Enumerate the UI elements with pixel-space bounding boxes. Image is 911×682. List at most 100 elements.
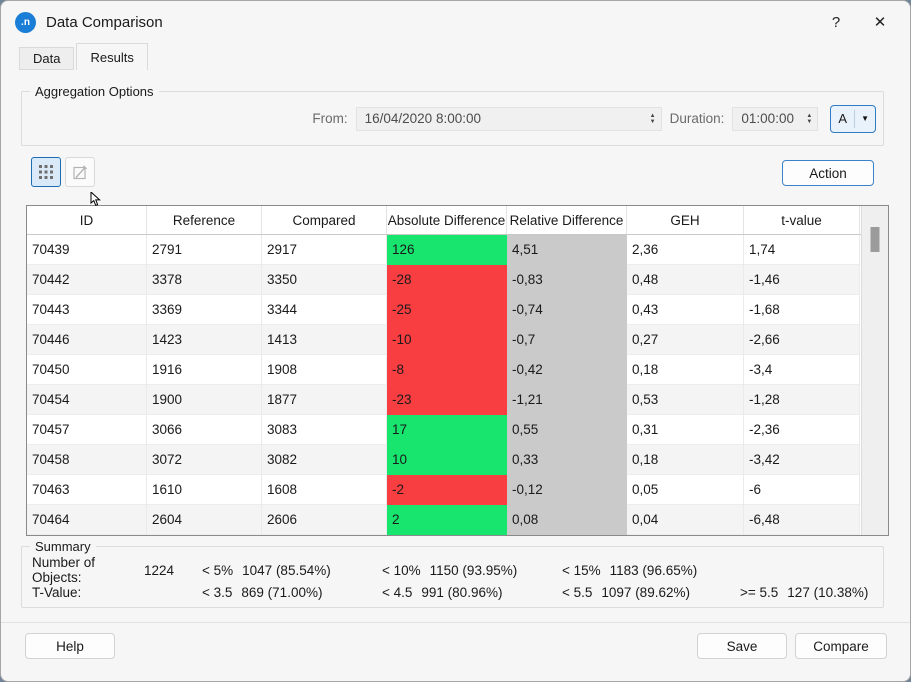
table-row[interactable]: 70443 3369 3344 -25 -0,74 0,43 -1,68 <box>27 295 888 325</box>
table-row[interactable]: 70457 3066 3083 17 0,55 0,31 -2,36 <box>27 415 888 445</box>
aggregation-mode-dropdown[interactable]: A ▼ <box>830 104 876 133</box>
cell-compared[interactable]: 3082 <box>262 445 387 475</box>
help-button[interactable]: Help <box>25 633 115 659</box>
cell-abs_diff[interactable]: 2 <box>387 505 507 535</box>
table-row[interactable]: 70439 2791 2917 126 4,51 2,36 1,74 <box>27 235 888 265</box>
cell-reference[interactable]: 3072 <box>147 445 262 475</box>
close-icon[interactable]: ✕ <box>873 14 887 31</box>
from-field[interactable]: 16/04/2020 8:00:00 ▲ ▼ <box>355 106 662 131</box>
cell-id[interactable]: 70458 <box>27 445 147 475</box>
cell-reference[interactable]: 3378 <box>147 265 262 295</box>
cell-rel_diff[interactable]: 0,08 <box>507 505 627 535</box>
cell-compared[interactable]: 1608 <box>262 475 387 505</box>
cell-id[interactable]: 70450 <box>27 355 147 385</box>
cell-reference[interactable]: 3369 <box>147 295 262 325</box>
cell-t_value[interactable]: -2,66 <box>744 325 860 355</box>
cell-id[interactable]: 70463 <box>27 475 147 505</box>
column-header-abs_diff[interactable]: Absolute Difference <box>387 206 507 234</box>
spinner-up-icon[interactable]: ▲ <box>806 112 813 119</box>
table-row[interactable]: 70442 3378 3350 -28 -0,83 0,48 -1,46 <box>27 265 888 295</box>
tab-results[interactable]: Results <box>76 43 148 70</box>
column-header-reference[interactable]: Reference <box>147 206 262 234</box>
cell-reference[interactable]: 2604 <box>147 505 262 535</box>
chevron-down-icon[interactable]: ▼ <box>861 114 869 123</box>
cell-abs_diff[interactable]: -28 <box>387 265 507 295</box>
table-row[interactable]: 70446 1423 1413 -10 -0,7 0,27 -2,66 <box>27 325 888 355</box>
cell-abs_diff[interactable]: 17 <box>387 415 507 445</box>
cell-rel_diff[interactable]: -0,83 <box>507 265 627 295</box>
cell-reference[interactable]: 3066 <box>147 415 262 445</box>
cell-rel_diff[interactable]: -0,74 <box>507 295 627 325</box>
cell-compared[interactable]: 1413 <box>262 325 387 355</box>
cell-geh[interactable]: 0,18 <box>627 355 744 385</box>
cell-abs_diff[interactable]: -25 <box>387 295 507 325</box>
cell-reference[interactable]: 1610 <box>147 475 262 505</box>
cell-compared[interactable]: 3350 <box>262 265 387 295</box>
cell-id[interactable]: 70457 <box>27 415 147 445</box>
cell-t_value[interactable]: -3,42 <box>744 445 860 475</box>
cell-geh[interactable]: 2,36 <box>627 235 744 265</box>
edit-button-disabled[interactable] <box>65 157 95 187</box>
cell-geh[interactable]: 0,18 <box>627 445 744 475</box>
cell-abs_diff[interactable]: 10 <box>387 445 507 475</box>
cell-geh[interactable]: 0,43 <box>627 295 744 325</box>
cell-geh[interactable]: 0,48 <box>627 265 744 295</box>
grid-view-button[interactable] <box>31 157 61 187</box>
cell-t_value[interactable]: -3,4 <box>744 355 860 385</box>
cell-id[interactable]: 70442 <box>27 265 147 295</box>
cell-geh[interactable]: 0,53 <box>627 385 744 415</box>
cell-id[interactable]: 70446 <box>27 325 147 355</box>
cell-t_value[interactable]: -6,48 <box>744 505 860 535</box>
save-button[interactable]: Save <box>697 633 787 659</box>
cell-t_value[interactable]: 1,74 <box>744 235 860 265</box>
column-header-rel_diff[interactable]: Relative Difference <box>507 206 627 234</box>
cell-compared[interactable]: 3344 <box>262 295 387 325</box>
table-row[interactable]: 70450 1916 1908 -8 -0,42 0,18 -3,4 <box>27 355 888 385</box>
dialog-help-icon[interactable]: ? <box>831 13 841 31</box>
cell-id[interactable]: 70464 <box>27 505 147 535</box>
action-button[interactable]: Action <box>782 160 874 186</box>
cell-reference[interactable]: 1423 <box>147 325 262 355</box>
cell-id[interactable]: 70439 <box>27 235 147 265</box>
tab-data[interactable]: Data <box>19 47 75 70</box>
cell-geh[interactable]: 0,04 <box>627 505 744 535</box>
cell-compared[interactable]: 1877 <box>262 385 387 415</box>
duration-spinner[interactable]: ▲ ▼ <box>801 113 817 125</box>
cell-rel_diff[interactable]: -1,21 <box>507 385 627 415</box>
table-row[interactable]: 70454 1900 1877 -23 -1,21 0,53 -1,28 <box>27 385 888 415</box>
column-header-compared[interactable]: Compared <box>262 206 387 234</box>
cell-geh[interactable]: 0,27 <box>627 325 744 355</box>
cell-abs_diff[interactable]: -10 <box>387 325 507 355</box>
spinner-down-icon[interactable]: ▼ <box>806 118 813 125</box>
cell-abs_diff[interactable]: -2 <box>387 475 507 505</box>
cell-reference[interactable]: 1916 <box>147 355 262 385</box>
cell-rel_diff[interactable]: 0,33 <box>507 445 627 475</box>
cell-reference[interactable]: 2791 <box>147 235 262 265</box>
column-header-t_value[interactable]: t-value <box>744 206 860 234</box>
duration-field[interactable]: 01:00:00 ▲ ▼ <box>732 106 819 131</box>
table-row[interactable]: 70458 3072 3082 10 0,33 0,18 -3,42 <box>27 445 888 475</box>
cell-geh[interactable]: 0,05 <box>627 475 744 505</box>
spinner-up-icon[interactable]: ▲ <box>649 112 656 119</box>
cell-id[interactable]: 70454 <box>27 385 147 415</box>
cell-rel_diff[interactable]: 0,55 <box>507 415 627 445</box>
cell-rel_diff[interactable]: -0,42 <box>507 355 627 385</box>
cell-abs_diff[interactable]: 126 <box>387 235 507 265</box>
cell-t_value[interactable]: -1,28 <box>744 385 860 415</box>
vertical-scrollbar[interactable] <box>861 206 888 535</box>
cell-t_value[interactable]: -1,68 <box>744 295 860 325</box>
column-header-id[interactable]: ID <box>27 206 147 234</box>
cell-geh[interactable]: 0,31 <box>627 415 744 445</box>
cell-rel_diff[interactable]: 4,51 <box>507 235 627 265</box>
cell-id[interactable]: 70443 <box>27 295 147 325</box>
cell-abs_diff[interactable]: -8 <box>387 355 507 385</box>
column-header-geh[interactable]: GEH <box>627 206 744 234</box>
cell-compared[interactable]: 1908 <box>262 355 387 385</box>
spinner-down-icon[interactable]: ▼ <box>649 118 656 125</box>
cell-compared[interactable]: 2917 <box>262 235 387 265</box>
cell-rel_diff[interactable]: -0,12 <box>507 475 627 505</box>
cell-t_value[interactable]: -1,46 <box>744 265 860 295</box>
cell-compared[interactable]: 3083 <box>262 415 387 445</box>
cell-reference[interactable]: 1900 <box>147 385 262 415</box>
table-row[interactable]: 70464 2604 2606 2 0,08 0,04 -6,48 <box>27 505 888 535</box>
